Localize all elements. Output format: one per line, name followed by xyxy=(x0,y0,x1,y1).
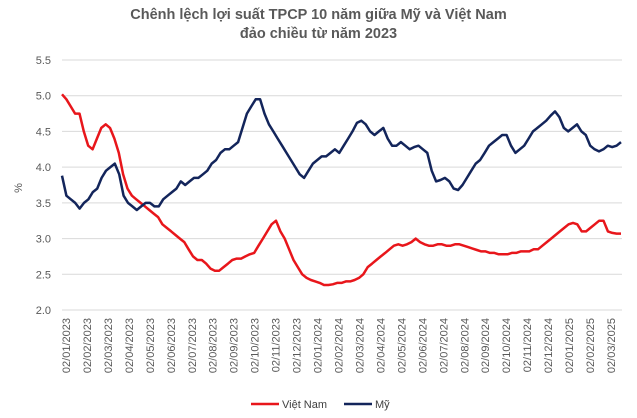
x-tick-label: 02/08/2024 xyxy=(459,318,471,373)
y-tick-label: 2.0 xyxy=(36,305,51,317)
x-tick-label: 02/10/2024 xyxy=(501,318,513,373)
y-axis-ticks: 5.5 5.0 4.5 4.0 3.5 3.0 2.5 2.0 xyxy=(36,55,51,317)
x-tick-label: 02/11/2024 xyxy=(522,318,534,372)
x-tick-label: 02/09/2024 xyxy=(480,318,492,373)
x-tick-label: 02/03/2025 xyxy=(606,318,618,373)
y-tick-label: 4.5 xyxy=(36,126,51,138)
x-tick-label: 02/07/2023 xyxy=(187,318,199,373)
y-tick-label: 3.0 xyxy=(36,234,51,246)
legend: Việt Nam Mỹ xyxy=(251,399,390,411)
chart-title: Chênh lệch lợi suất TPCP 10 năm giữa Mỹ … xyxy=(130,7,507,23)
x-tick-label: 02/11/2023 xyxy=(271,318,283,372)
x-tick-label: 02/05/2023 xyxy=(145,318,157,373)
x-tick-label: 02/07/2024 xyxy=(438,318,450,373)
x-tick-label: 02/02/2023 xyxy=(82,318,94,373)
x-tick-label: 02/06/2023 xyxy=(166,318,178,373)
x-tick-label: 02/04/2023 xyxy=(124,318,136,373)
series-line-vietnam xyxy=(61,93,621,287)
x-tick-label: 02/12/2023 xyxy=(292,318,304,373)
x-tick-label: 02/01/2023 xyxy=(61,318,73,373)
x-axis-ticks: 02/01/2023 02/02/2023 02/03/2023 02/04/2023… xyxy=(61,318,618,373)
x-tick-label: 02/05/2024 xyxy=(396,318,408,373)
series-lines xyxy=(60,93,622,287)
chart-subtitle: đảo chiều từ năm 2023 xyxy=(239,26,398,42)
x-tick-label: 02/06/2024 xyxy=(417,318,429,373)
y-tick-label: 5.0 xyxy=(36,91,51,103)
x-tick-label: 02/02/2025 xyxy=(585,318,597,373)
x-tick-label: 02/04/2024 xyxy=(375,318,387,373)
y-tick-label: 2.5 xyxy=(36,269,51,281)
grid-lines xyxy=(62,59,622,311)
x-tick-label: 02/03/2024 xyxy=(354,318,366,373)
x-tick-label: 02/01/2025 xyxy=(564,318,576,373)
x-tick-label: 02/03/2023 xyxy=(103,318,115,373)
chart-title-block: Chênh lệch lợi suất TPCP 10 năm giữa Mỹ … xyxy=(0,6,637,44)
x-tick-label: 02/01/2024 xyxy=(313,318,325,373)
y-axis-label: % xyxy=(13,183,25,193)
x-tick-label: 02/08/2023 xyxy=(208,318,220,373)
y-tick-label: 4.0 xyxy=(36,162,51,174)
x-tick-label: 02/09/2023 xyxy=(229,318,241,373)
x-tick-label: 02/02/2024 xyxy=(334,318,346,373)
series-line-us xyxy=(60,98,622,212)
y-tick-label: 5.5 xyxy=(36,55,51,67)
x-tick-label: 02/12/2024 xyxy=(543,318,555,373)
legend-label-us: Mỹ xyxy=(375,399,390,411)
legend-label-vietnam: Việt Nam xyxy=(282,399,327,411)
y-tick-label: 3.5 xyxy=(36,198,51,210)
x-tick-label: 02/10/2023 xyxy=(250,318,262,373)
